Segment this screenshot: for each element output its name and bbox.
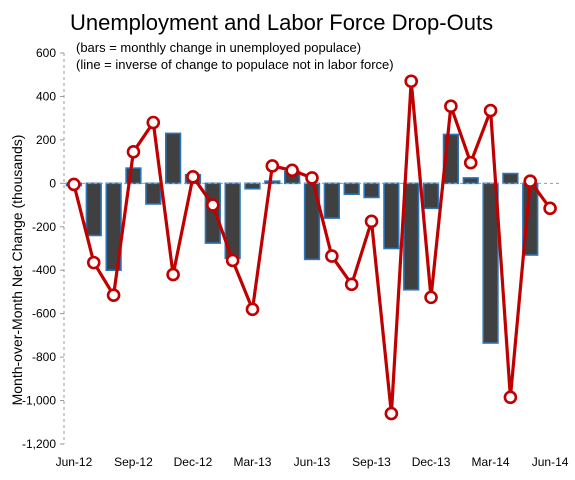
bar bbox=[323, 182, 340, 219]
bar bbox=[244, 182, 261, 190]
line-point bbox=[146, 115, 161, 130]
line-point bbox=[503, 390, 518, 405]
x-tick-label: Jun-13 bbox=[294, 455, 331, 469]
bar bbox=[403, 182, 420, 291]
y-tick-label: 0 bbox=[49, 176, 56, 190]
line-point bbox=[364, 214, 379, 229]
y-tick-label: 400 bbox=[36, 89, 56, 103]
bar bbox=[462, 177, 479, 185]
line-point bbox=[463, 155, 478, 170]
y-tick-label: -1,200 bbox=[22, 437, 56, 451]
bar bbox=[85, 182, 102, 237]
plot-area: 6004002000-200-400-600-800-1,000-1,200Ju… bbox=[22, 46, 569, 469]
bar bbox=[422, 182, 440, 210]
line-point bbox=[166, 267, 180, 282]
line-point bbox=[86, 255, 101, 270]
line-point bbox=[344, 277, 359, 292]
x-tick-label: Jun-14 bbox=[532, 455, 569, 469]
chart-title: Unemployment and Labor Force Drop-Outs bbox=[70, 10, 493, 35]
line-point bbox=[384, 406, 399, 421]
x-tick-label: Sep-13 bbox=[352, 455, 391, 469]
line-point bbox=[325, 249, 339, 263]
y-axis-label: Month-over-Month Net Change (thousands) bbox=[9, 135, 25, 406]
line-point bbox=[543, 201, 557, 216]
x-tick-label: Sep-12 bbox=[114, 455, 153, 469]
line-point bbox=[444, 99, 458, 114]
line-point bbox=[126, 145, 141, 159]
bar bbox=[343, 182, 360, 195]
y-tick-label: -800 bbox=[32, 350, 56, 364]
line-point bbox=[67, 177, 81, 192]
line-point bbox=[225, 253, 240, 268]
line-point bbox=[206, 198, 220, 212]
y-tick-label: 200 bbox=[36, 133, 56, 147]
line-point bbox=[523, 174, 538, 188]
x-tick-label: Dec-13 bbox=[412, 455, 451, 469]
line-point bbox=[106, 288, 121, 303]
line-point bbox=[305, 171, 319, 185]
x-tick-label: Mar-14 bbox=[472, 455, 510, 469]
bar bbox=[145, 182, 162, 205]
y-tick-label: -400 bbox=[32, 263, 56, 277]
line-point bbox=[285, 163, 299, 178]
line-point bbox=[245, 302, 260, 317]
line-point bbox=[424, 290, 438, 305]
y-tick-label: -1,000 bbox=[22, 394, 56, 408]
line-point bbox=[186, 170, 200, 184]
bar bbox=[204, 182, 221, 244]
bar bbox=[164, 132, 182, 185]
y-tick-label: -200 bbox=[32, 220, 56, 234]
line-point bbox=[483, 103, 498, 118]
bar bbox=[264, 180, 281, 185]
chart-subtitle-line-1: (bars = monthly change in unemployed pop… bbox=[76, 40, 361, 55]
bar bbox=[383, 182, 400, 250]
line-point bbox=[265, 159, 280, 173]
bar bbox=[363, 182, 380, 199]
y-tick-label: -600 bbox=[32, 307, 56, 321]
y-tick-label: 600 bbox=[36, 46, 56, 60]
line-point bbox=[404, 74, 419, 89]
x-tick-label: Jun-12 bbox=[56, 455, 93, 469]
chart-subtitle-line-2: (line = inverse of change to populace no… bbox=[76, 57, 394, 72]
x-tick-label: Dec-12 bbox=[174, 455, 213, 469]
x-tick-label: Mar-13 bbox=[233, 455, 271, 469]
bar bbox=[502, 172, 519, 185]
